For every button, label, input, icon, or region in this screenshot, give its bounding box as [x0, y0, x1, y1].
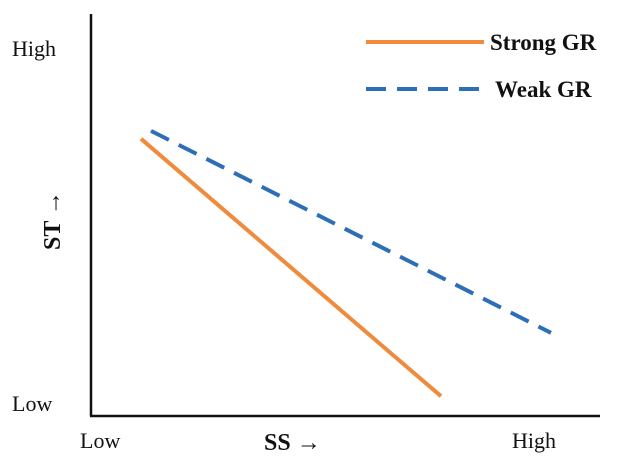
y-tick-high: High [12, 36, 56, 61]
series-layer [139, 129, 552, 398]
y-tick-low: Low [12, 391, 52, 416]
x-tick-low: Low [80, 428, 120, 453]
x-axis-title: SS → [264, 430, 321, 456]
legend: Strong GR Weak GR [366, 30, 597, 102]
legend-label-strong-gr: Strong GR [490, 30, 597, 55]
series-line-strong-gr [139, 137, 443, 398]
x-tick-high: High [512, 428, 556, 453]
series-line-weak-gr [150, 129, 552, 335]
y-axis-title: ST → [40, 191, 66, 250]
legend-label-weak-gr: Weak GR [495, 77, 592, 102]
